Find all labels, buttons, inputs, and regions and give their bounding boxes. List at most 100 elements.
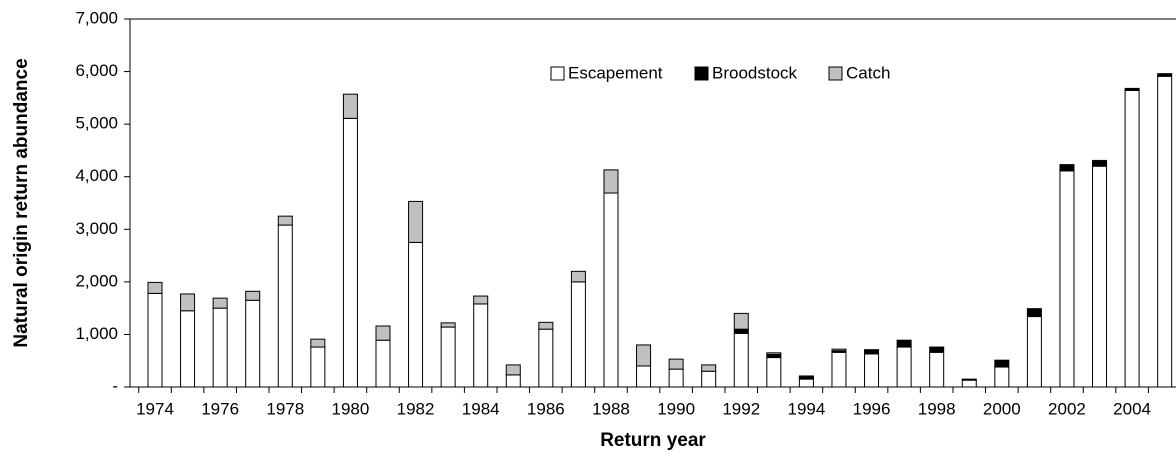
bar-segment <box>1026 308 1042 318</box>
y-tick-label: 5,000 <box>75 114 118 133</box>
bar-segment <box>342 93 358 119</box>
bar-segment <box>473 295 489 305</box>
bar-segment <box>1124 87 1140 91</box>
bar-segment <box>733 332 749 388</box>
legend-swatch <box>694 66 709 81</box>
x-tick-label: 1984 <box>462 399 500 418</box>
x-tick-label: 2000 <box>983 399 1021 418</box>
legend-swatch <box>828 66 843 81</box>
bar-segment <box>798 378 814 388</box>
bar-segment <box>701 364 717 372</box>
bar-segment <box>603 169 619 194</box>
bar-segment <box>929 346 945 349</box>
bar-segment <box>766 357 782 388</box>
bar-segment <box>831 348 847 352</box>
bar-segment <box>798 375 814 378</box>
bar-segment <box>636 344 652 367</box>
bar-segment <box>733 328 749 334</box>
bar-segment <box>1124 89 1140 388</box>
bar-segment <box>929 351 945 388</box>
bar-segment <box>1092 160 1108 167</box>
bar-segment <box>147 281 163 294</box>
bar-segment <box>636 365 652 388</box>
bar-segment <box>896 346 912 388</box>
bar-segment <box>212 297 228 309</box>
bar-segment <box>310 338 326 348</box>
bar-segment <box>245 299 261 388</box>
bar-segment <box>896 339 912 348</box>
x-tick-label: 1992 <box>722 399 760 418</box>
bar-segment <box>277 224 293 388</box>
bar-segment <box>864 349 880 351</box>
bar-segment <box>147 292 163 388</box>
bar-segment <box>375 325 391 341</box>
bar-segment <box>701 370 717 388</box>
bar-segment <box>994 366 1010 388</box>
bar-segment <box>342 117 358 388</box>
x-tick-label: 1976 <box>201 399 239 418</box>
x-tick-label: 2002 <box>1048 399 1086 418</box>
x-tick-label: 1978 <box>266 399 304 418</box>
legend-swatch <box>550 66 565 81</box>
x-tick-label: 1994 <box>787 399 825 418</box>
bar-segment <box>1092 159 1108 162</box>
bar-segment <box>668 358 684 370</box>
x-tick-label: 1986 <box>527 399 565 418</box>
bar-segment <box>1157 73 1173 77</box>
bar-segment <box>473 303 489 388</box>
y-tick-label: 4,000 <box>75 166 118 185</box>
y-tick-label: 7,000 <box>75 8 118 27</box>
x-tick-label: 1982 <box>397 399 435 418</box>
x-tick-label: 1980 <box>332 399 370 418</box>
bar-segment <box>180 310 196 388</box>
bar-segment <box>570 270 586 283</box>
x-tick-label: 1998 <box>918 399 956 418</box>
bar-segment <box>440 326 456 388</box>
bar-segment <box>212 307 228 388</box>
bar-segment <box>408 200 424 243</box>
bar-segment <box>1059 164 1075 172</box>
bar-segment <box>375 339 391 388</box>
bar-segment <box>864 349 880 355</box>
x-axis-title: Return year <box>600 430 706 451</box>
bar-segment <box>1092 165 1108 388</box>
bar-segment <box>929 347 945 353</box>
bar-segment <box>864 353 880 388</box>
bar-segment <box>668 368 684 388</box>
legend-label: Broodstock <box>712 63 798 82</box>
bar-segment <box>180 293 196 312</box>
bar-segment <box>961 378 977 381</box>
bar-segment <box>310 346 326 388</box>
bar-segment <box>733 312 749 330</box>
y-axis-title: Natural origin return abundance <box>11 58 32 347</box>
bar-segment <box>766 352 782 355</box>
bar-segment <box>538 321 554 330</box>
y-tick-label: 6,000 <box>75 61 118 80</box>
legend-label: Escapement <box>568 63 663 82</box>
bar-segment <box>994 359 1010 368</box>
bar-segment <box>505 374 521 388</box>
x-tick-label: 1996 <box>853 399 891 418</box>
bar-segment <box>831 351 847 388</box>
bar-segment <box>505 364 521 376</box>
bar-segment <box>408 241 424 388</box>
bar-segment <box>440 322 456 328</box>
y-tick-label: 3,000 <box>75 219 118 238</box>
x-tick-label: 1988 <box>592 399 630 418</box>
bar-segment <box>1157 75 1173 388</box>
bar-segment <box>538 328 554 388</box>
y-tick-label: - <box>112 376 118 395</box>
bar-segment <box>603 192 619 388</box>
y-tick-label: 1,000 <box>75 324 118 343</box>
bar-segment <box>961 379 977 388</box>
x-tick-label: 2004 <box>1113 399 1151 418</box>
legend-label: Catch <box>846 63 890 82</box>
x-tick-label: 1990 <box>657 399 695 418</box>
bar-segment <box>245 290 261 301</box>
bar-segment <box>1059 170 1075 388</box>
bar-segment <box>277 215 293 226</box>
x-tick-label: 1974 <box>136 399 174 418</box>
y-tick-label: 2,000 <box>75 271 118 290</box>
